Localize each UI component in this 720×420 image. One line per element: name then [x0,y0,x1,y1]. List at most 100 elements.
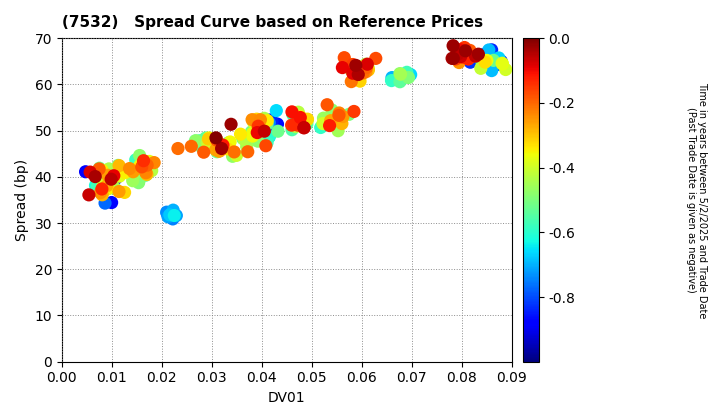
Point [104,176,115,183]
Point [246,116,258,123]
Point [96,192,108,198]
Point [96,167,107,174]
Point [222,146,233,152]
Point [455,53,467,60]
Point [116,168,127,175]
Point [318,121,330,127]
Point [106,199,117,206]
Point [215,147,226,154]
Point [486,47,498,53]
Point [162,213,174,220]
Point [230,152,242,159]
Y-axis label: Spread (bp): Spread (bp) [15,159,29,241]
Point [357,70,369,76]
Point [463,55,474,62]
Point [269,124,280,131]
Point [469,53,481,60]
Point [353,71,364,78]
Point [475,55,487,62]
Point [161,209,172,215]
Point [290,123,302,130]
Point [227,153,238,160]
Point [95,189,107,196]
Point [251,129,263,136]
Point [114,173,125,180]
Point [337,64,348,71]
Point [395,71,406,78]
Point [161,210,173,217]
Point [343,111,355,118]
Point [450,55,462,62]
Point [197,144,208,151]
Point [333,127,344,134]
Point [222,139,234,146]
Point [141,162,153,168]
X-axis label: DV01: DV01 [268,391,306,405]
Point [105,178,117,184]
Point [101,182,112,189]
Point [135,172,147,178]
Point [294,118,305,125]
Point [99,200,111,207]
Point [264,117,276,123]
Point [203,136,215,142]
Point [201,142,212,148]
Y-axis label: Time in years between 5/2/2025 and Trade Date
(Past Trade Date is given as negat: Time in years between 5/2/2025 and Trade… [685,82,707,318]
Point [451,52,463,59]
Point [394,70,405,77]
Point [189,137,201,144]
Point [361,66,373,72]
Point [133,178,145,185]
Point [271,121,283,127]
Point [474,55,485,62]
Point [295,120,307,126]
Point [490,56,502,63]
Point [210,134,222,141]
Point [292,109,304,116]
Point [361,61,373,68]
Point [446,55,458,62]
Point [492,61,503,68]
Point [318,120,329,127]
Point [203,134,215,141]
Point [168,212,180,219]
Point [454,49,465,56]
Point [447,42,459,49]
Point [464,47,476,54]
Point [134,152,145,159]
Point [211,148,222,155]
Point [194,137,205,144]
Point [94,165,105,171]
Point [302,116,313,123]
Point [89,173,101,180]
Point [127,168,139,175]
Point [286,108,297,115]
Point [225,139,236,145]
Point [298,124,310,131]
Point [362,64,374,71]
Point [122,169,134,176]
Point [479,51,490,58]
Point [140,169,152,176]
Point [347,70,359,76]
Point [235,131,246,137]
Point [238,136,250,142]
Point [94,165,105,172]
Point [395,72,406,79]
Point [324,122,336,129]
Point [386,77,397,84]
Point [258,121,269,128]
Point [402,74,414,81]
Point [138,158,149,164]
Point [140,172,151,178]
Point [237,135,248,142]
Point [228,149,240,155]
Point [106,181,117,188]
Point [120,169,131,176]
Point [347,61,359,68]
Point [96,167,108,174]
Point [84,169,96,176]
Point [291,119,302,126]
Point [258,115,270,122]
Point [247,133,258,139]
